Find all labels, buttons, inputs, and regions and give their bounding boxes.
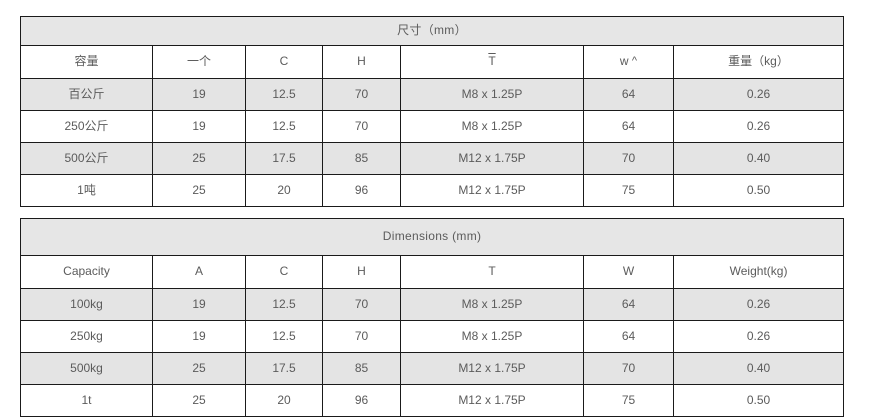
cell-weight: 0.26 bbox=[672, 288, 845, 321]
cell-capacity: 250kg bbox=[20, 320, 153, 353]
column-header-c-en: C bbox=[245, 255, 323, 289]
table-row: 250公斤 19 12.5 70 M8 x 1.25P 64 0.26 bbox=[20, 110, 845, 143]
cell-t: M8 x 1.25P bbox=[400, 110, 584, 143]
cell-w: 64 bbox=[583, 288, 674, 321]
table-row: 250kg 19 12.5 70 M8 x 1.25P 64 0.26 bbox=[20, 320, 845, 353]
table-row: 1吨 25 20 96 M12 x 1.75P 75 0.50 bbox=[20, 174, 845, 207]
cell-c: 12.5 bbox=[245, 110, 323, 143]
cell-capacity: 250公斤 bbox=[20, 110, 153, 143]
cell-weight: 0.26 bbox=[672, 320, 845, 353]
cell-w: 70 bbox=[583, 352, 674, 385]
column-header-w-cn: w ^ bbox=[583, 45, 674, 79]
table-row: 百公斤 19 12.5 70 M8 x 1.25P 64 0.26 bbox=[20, 78, 845, 111]
cell-weight: 0.50 bbox=[672, 174, 845, 207]
table-title-cn: 尺寸（mm） bbox=[19, 16, 845, 46]
column-header-c-cn: C bbox=[245, 45, 323, 79]
cell-capacity: 100kg bbox=[20, 288, 153, 321]
cell-a: 19 bbox=[152, 110, 246, 143]
column-header-weight-cn: 重量（kg） bbox=[672, 45, 845, 79]
cell-t: M8 x 1.25P bbox=[400, 320, 584, 353]
cell-h: 70 bbox=[322, 78, 401, 111]
cell-a: 25 bbox=[152, 174, 246, 207]
cell-a: 25 bbox=[152, 352, 246, 385]
table-header-row: 容量 一个 C H T w ^ 重量（kg） bbox=[20, 45, 845, 79]
column-header-t-en: T bbox=[400, 255, 584, 289]
table-title-en: Dimensions (mm) bbox=[19, 218, 845, 256]
cell-weight: 0.26 bbox=[672, 78, 845, 111]
cell-h: 70 bbox=[322, 288, 401, 321]
table-title-row: Dimensions (mm) bbox=[19, 218, 845, 256]
cell-c: 17.5 bbox=[245, 352, 323, 385]
column-header-t-cn: T bbox=[400, 45, 584, 79]
cell-h: 70 bbox=[322, 320, 401, 353]
cell-capacity: 百公斤 bbox=[20, 78, 153, 111]
column-header-capacity-en: Capacity bbox=[20, 255, 153, 289]
column-header-h-en: H bbox=[322, 255, 401, 289]
cell-weight: 0.26 bbox=[672, 110, 845, 143]
cell-capacity: 500公斤 bbox=[20, 142, 153, 175]
dimensions-table-en: Dimensions (mm) Capacity A C H T W Weigh… bbox=[19, 218, 845, 417]
cell-t: M12 x 1.75P bbox=[400, 142, 584, 175]
column-header-w-en: W bbox=[583, 255, 674, 289]
cell-w: 64 bbox=[583, 320, 674, 353]
cell-w: 75 bbox=[583, 174, 674, 207]
cell-c: 17.5 bbox=[245, 142, 323, 175]
cell-w: 70 bbox=[583, 142, 674, 175]
column-header-weight-en: Weight(kg) bbox=[672, 255, 845, 289]
cell-t: M8 x 1.25P bbox=[400, 78, 584, 111]
cell-t: M12 x 1.75P bbox=[400, 174, 584, 207]
cell-w: 64 bbox=[583, 78, 674, 111]
cell-capacity: 500kg bbox=[20, 352, 153, 385]
w-glyph: w bbox=[619, 54, 629, 69]
table-row: 100kg 19 12.5 70 M8 x 1.25P 64 0.26 bbox=[20, 288, 845, 321]
cell-h: 70 bbox=[322, 110, 401, 143]
t-overline-glyph: T bbox=[488, 54, 496, 69]
cell-a: 25 bbox=[152, 142, 246, 175]
column-header-a-cn: 一个 bbox=[152, 45, 246, 79]
cell-a: 19 bbox=[152, 288, 246, 321]
cell-h: 85 bbox=[322, 142, 401, 175]
cell-a: 19 bbox=[152, 78, 246, 111]
cell-t: M8 x 1.25P bbox=[400, 288, 584, 321]
cell-weight: 0.40 bbox=[672, 142, 845, 175]
cell-c: 12.5 bbox=[245, 320, 323, 353]
cell-h: 85 bbox=[322, 352, 401, 385]
caret-icon: ^ bbox=[631, 55, 638, 68]
table-row: 500kg 25 17.5 85 M12 x 1.75P 70 0.40 bbox=[20, 352, 845, 385]
cell-c: 20 bbox=[245, 174, 323, 207]
table-row: 500公斤 25 17.5 85 M12 x 1.75P 70 0.40 bbox=[20, 142, 845, 175]
table-title-row: 尺寸（mm） bbox=[19, 16, 845, 46]
column-header-a-en: A bbox=[152, 255, 246, 289]
cell-c: 12.5 bbox=[245, 78, 323, 111]
cell-w: 64 bbox=[583, 110, 674, 143]
column-header-capacity-cn: 容量 bbox=[20, 45, 153, 79]
table-header-row: Capacity A C H T W Weight(kg) bbox=[20, 255, 845, 289]
cell-capacity: 1吨 bbox=[20, 174, 153, 207]
cell-c: 12.5 bbox=[245, 288, 323, 321]
spec-sheet-page: 尺寸（mm） 容量 一个 C H T w ^ 重量（kg） 百公斤 19 12.… bbox=[19, 16, 845, 417]
cell-h: 96 bbox=[322, 174, 401, 207]
cell-a: 19 bbox=[152, 320, 246, 353]
column-header-h-cn: H bbox=[322, 45, 401, 79]
dimensions-table-cn: 尺寸（mm） 容量 一个 C H T w ^ 重量（kg） 百公斤 19 12.… bbox=[19, 16, 845, 207]
cell-weight: 0.40 bbox=[672, 352, 845, 385]
cell-t: M12 x 1.75P bbox=[400, 352, 584, 385]
